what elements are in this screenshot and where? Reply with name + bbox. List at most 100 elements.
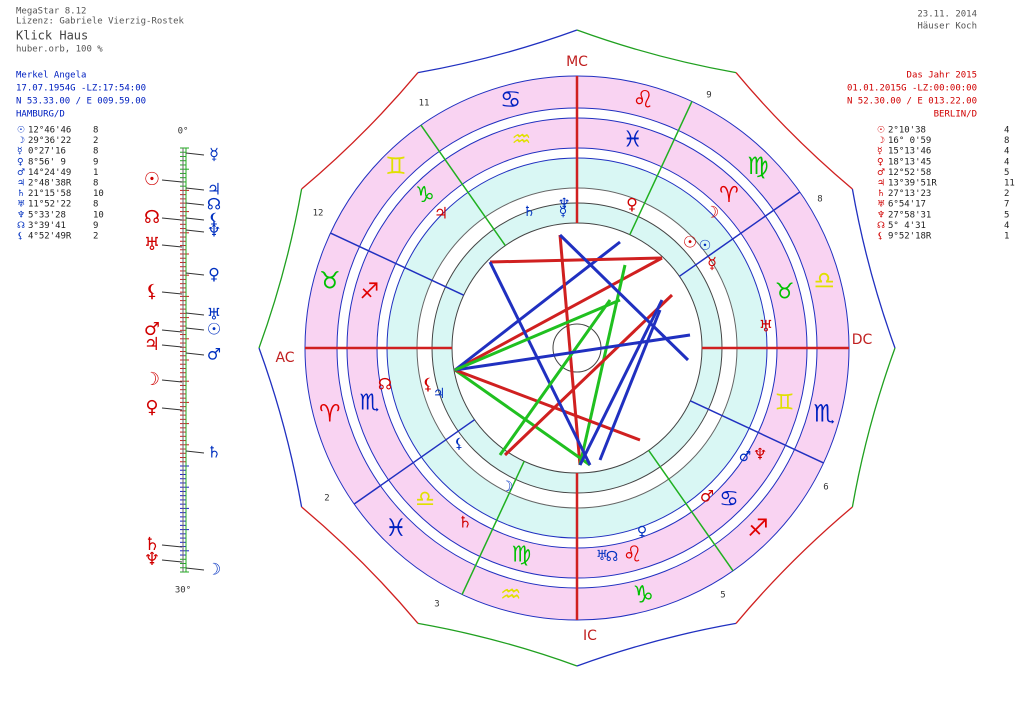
radix-place: HAMBURG/D <box>16 110 65 120</box>
planet-position: 6°54'17 <box>888 200 926 210</box>
sign-glyph: ♑ <box>415 183 435 208</box>
ruler-glyph: ♄ <box>207 443 221 462</box>
aspect-line <box>454 298 621 372</box>
star-edge <box>258 347 303 508</box>
planet-symbol: ♄ <box>877 189 885 199</box>
star-edge <box>258 188 303 349</box>
sign-glyph: ♌ <box>632 86 654 114</box>
ruler-glyph: ♄ <box>144 534 160 555</box>
star-edge <box>576 622 737 667</box>
sign-glyph: ♉ <box>319 267 341 295</box>
aspect-line <box>454 333 691 372</box>
planet-house: 2 <box>93 136 98 146</box>
sign-glyph: ♌ <box>623 543 643 568</box>
scale-bottom: 30° <box>175 586 191 596</box>
scale-top: 0° <box>178 127 189 137</box>
planet-house: 7 <box>1004 200 1009 210</box>
ruler-leader <box>161 217 183 221</box>
ruler-glyph: ♃ <box>207 180 221 199</box>
transit-glyph: ♆ <box>558 196 571 212</box>
aspect-line <box>503 293 674 457</box>
planet-house: 2 <box>1004 189 1009 199</box>
program: MegaStar 8.12 <box>16 7 86 17</box>
ruler-leader <box>161 329 183 333</box>
sign-glyph: ♈ <box>319 399 341 427</box>
aspect-line <box>578 264 627 466</box>
planet-symbol: ☉ <box>877 126 885 136</box>
ruler-glyph: ☊ <box>144 207 160 228</box>
ruler-leader <box>185 352 205 356</box>
planet-symbol: ♄ <box>17 189 25 199</box>
sign-glyph: ♎ <box>814 267 836 295</box>
planet-house: 10 <box>93 189 104 199</box>
planet-position: 27°13'23 <box>888 189 931 199</box>
planet-position: 18°13'45 <box>888 157 931 167</box>
ruler-glyph: ♆ <box>144 549 160 570</box>
planet-symbol: ☿ <box>17 147 23 157</box>
transit-place: BERLIN/D <box>934 110 977 120</box>
transit-glyph: ☽ <box>501 479 514 495</box>
transit-glyph: ♃ <box>433 386 446 402</box>
aspect-line <box>598 309 662 461</box>
house-system: Häuser Koch <box>917 22 977 32</box>
planet-position: 16° 0'59 <box>888 136 931 146</box>
sign-glyph: ♋ <box>500 86 522 114</box>
radix-datetime: 17.07.1954G -LZ:17:54:00 <box>16 84 146 94</box>
sign-glyph: ♏ <box>814 399 836 427</box>
radix-glyph: ♆ <box>753 445 767 464</box>
ruler-leader <box>185 217 205 221</box>
house-cusp <box>678 191 801 277</box>
planet-symbol: ♂ <box>877 168 885 178</box>
ruler-glyph: ☽ <box>144 369 160 390</box>
sign-glyph: ♊ <box>385 152 407 180</box>
ruler-glyph: ♂ <box>144 319 160 340</box>
planet-position: 29°36'22 <box>28 136 71 146</box>
aspect-line <box>578 299 664 466</box>
planet-house: 8 <box>93 126 98 136</box>
ruler-leader <box>185 567 205 571</box>
transit-glyph: ☉ <box>699 238 712 254</box>
house-cusp <box>330 232 465 296</box>
ruler-glyph: ♀ <box>145 397 158 418</box>
ruler-leader <box>161 379 183 383</box>
star-edge <box>851 347 896 508</box>
ruler-leader <box>185 450 205 454</box>
transit-glyph: ☿ <box>559 204 568 220</box>
license: Lizenz: Gabriele Vierzig-Rostek <box>16 17 185 27</box>
planet-house: 4 <box>1004 221 1009 231</box>
ruler-leader <box>161 291 183 295</box>
planet-position: 13°39'51R <box>888 179 937 189</box>
planet-house: 4 <box>1004 157 1009 167</box>
ruler-glyph: ☽ <box>207 560 221 579</box>
ruler-glyph: ☿ <box>209 145 219 164</box>
aspect-line <box>558 234 582 466</box>
transit-glyph: ☊ <box>606 549 618 565</box>
planet-position: 0°27'16 <box>28 147 66 157</box>
star-edge <box>301 506 419 624</box>
radix-name: Merkel Angela <box>16 71 86 81</box>
ruler-glyph: ♃ <box>144 334 160 355</box>
planet-symbol: ♀ <box>877 157 884 167</box>
planet-symbol: ⚸ <box>17 232 24 242</box>
aspect-line <box>489 256 663 264</box>
radix-glyph: ♂ <box>700 487 714 506</box>
house-number: 9 <box>706 91 711 101</box>
star-edge <box>851 188 896 349</box>
house-number: 11 <box>419 99 430 109</box>
angle-label: DC <box>852 332 873 348</box>
planet-position: 3°39'41 <box>28 221 66 231</box>
angle-label: IC <box>583 628 597 644</box>
planet-position: 2°10'38 <box>888 126 926 136</box>
transit-glyph: ♄ <box>523 204 536 220</box>
ruler-leader <box>161 407 183 411</box>
sign-glyph: ♍ <box>511 543 531 568</box>
sign-glyph: ♉ <box>775 279 795 304</box>
radix-glyph: ☉ <box>683 233 697 252</box>
transit-datetime: 01.01.2015G -LZ:00:00:00 <box>847 84 977 94</box>
transit-glyph: ♀ <box>637 524 647 540</box>
planet-symbol: ♃ <box>17 179 25 189</box>
ruler-leader <box>161 244 183 248</box>
sign-glyph: ♊ <box>775 391 795 416</box>
planet-position: 11°52'22 <box>28 200 71 210</box>
